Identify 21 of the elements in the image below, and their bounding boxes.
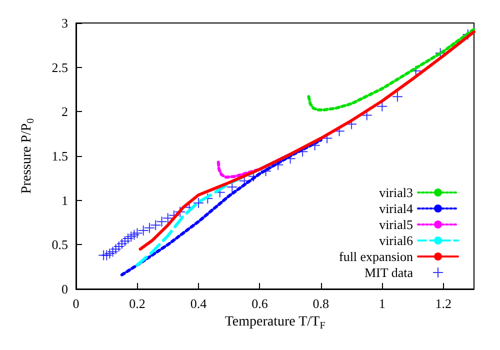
legend-label: virial6 bbox=[379, 233, 414, 248]
y-tick-label: 2.5 bbox=[52, 60, 68, 75]
x-tick-label: 0.2 bbox=[129, 296, 146, 311]
y-tick-label: 1 bbox=[62, 192, 68, 208]
y-tick-label: 0 bbox=[62, 282, 68, 296]
legend-label: virial4 bbox=[379, 201, 414, 216]
y-tick-label: 2 bbox=[62, 104, 68, 120]
x-tick-label: 0.6 bbox=[252, 296, 268, 311]
x-tick-label: 1 bbox=[378, 296, 386, 311]
y-tick-label: 1.5 bbox=[52, 148, 68, 164]
y-tick-label: 0.5 bbox=[52, 237, 68, 252]
x-tick-label: 0.8 bbox=[312, 296, 330, 311]
x-tick-label: 0.4 bbox=[190, 296, 208, 311]
y-tick-label: 3 bbox=[62, 16, 68, 30]
legend-label: MIT data bbox=[364, 265, 414, 280]
x-tick-label: 0 bbox=[72, 296, 80, 311]
legend-label: full expansion bbox=[338, 249, 414, 264]
legend-label: virial5 bbox=[379, 217, 413, 232]
legend-label: virial3 bbox=[379, 185, 413, 200]
y-axis-title: Pressure P/P0 bbox=[20, 118, 36, 194]
x-tick-label: 1.2 bbox=[435, 296, 452, 311]
